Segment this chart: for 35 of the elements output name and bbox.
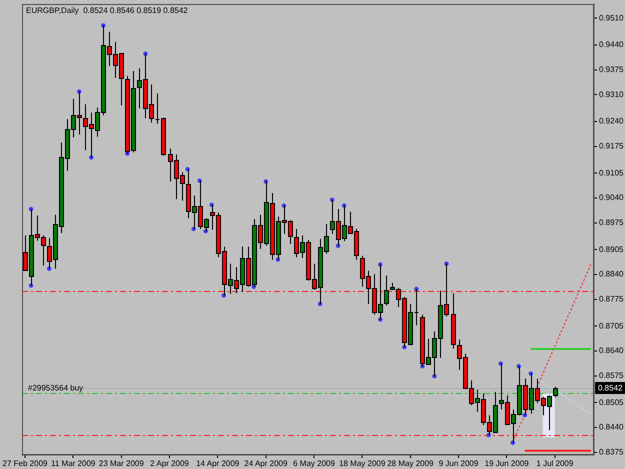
x-tick-label: 14 Apr 2009 (196, 459, 240, 468)
y-tick-label: 0.8775 (599, 294, 624, 304)
ref-line-label: #29953564 buy (28, 384, 84, 393)
y-tick-label: 0.9310 (599, 90, 624, 99)
y-tick-label: 0.8375 (599, 448, 624, 457)
y-tick-label: 0.9240 (599, 116, 624, 126)
y-tick-label: 0.9175 (599, 142, 624, 151)
x-tick-label: 11 Mar 2009 (51, 459, 96, 468)
y-tick-label: 0.9440 (599, 40, 624, 50)
candlestick (384, 275, 389, 306)
y-tick-label: 0.8905 (599, 244, 624, 254)
y-tick-label: 0.9040 (599, 193, 624, 202)
x-tick-label: 18 May 2009 (339, 459, 386, 468)
y-tick-label: 0.8840 (599, 270, 624, 279)
ref-line-label: 0.8542 (598, 384, 624, 393)
y-tick-label: 0.9375 (599, 65, 624, 74)
y-tick-label: 0.8640 (599, 346, 624, 356)
y-tick-label: 0.8705 (599, 321, 624, 330)
chart-title: EURGBP,Daily 0.8524 0.8546 0.8519 0.8542 (26, 6, 188, 16)
y-tick-label: 0.9105 (599, 168, 624, 178)
y-tick-label: 0.8575 (599, 371, 624, 380)
x-tick-label: 24 Apr 2009 (244, 459, 288, 468)
y-tick-label: 0.8975 (599, 218, 624, 228)
x-tick-label: 28 May 2009 (387, 459, 434, 468)
x-tick-label: 6 May 2009 (293, 459, 336, 468)
candlestick (553, 386, 558, 398)
x-tick-label: 23 Mar 2009 (98, 459, 144, 468)
x-tick-label: 27 Feb 2009 (2, 459, 48, 468)
y-tick-label: 0.8440 (599, 422, 624, 432)
y-tick-label: 0.8505 (599, 398, 624, 407)
y-tick-label: 0.9510 (599, 13, 624, 22)
x-tick-label: 1 Jul 2009 (536, 459, 574, 468)
x-tick-label: 2 Apr 2009 (150, 459, 190, 468)
x-tick-label: 9 Jun 2009 (438, 459, 479, 468)
x-tick-label: 19 Jun 2009 (484, 459, 530, 468)
